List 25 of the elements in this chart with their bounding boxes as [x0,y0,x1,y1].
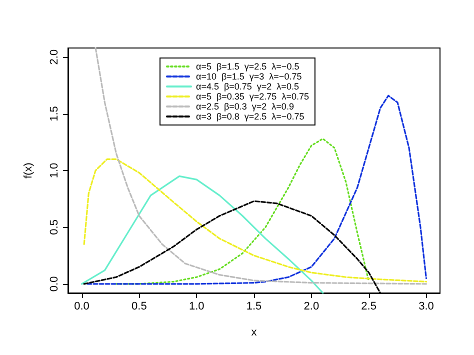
x-tick-label: 3.0 [418,300,434,312]
line-series [115,138,370,285]
x-tick-label: 1.0 [188,300,204,312]
legend-label: α=5 β=0.35 γ=2.75 λ=0.75 [196,92,309,102]
y-tick-label: 0.0 [48,276,60,292]
y-tick-label: 0.5 [48,220,60,235]
line-series [83,158,428,282]
y-axis-title: f(x) [22,162,34,178]
line-series [86,94,428,285]
legend-label: α=4.5 β=0.75 γ=2 λ=0.5 [196,82,299,92]
y-tick-label: 1.5 [48,106,60,122]
y-tick-label: 2.0 [48,49,60,65]
line-series [80,175,324,294]
x-tick-label: 2.5 [361,300,376,312]
legend-label: α=3 β=0.8 γ=2.5 λ=−0.75 [196,112,304,122]
x-tick-label: 0.5 [132,300,147,312]
legend-label: α=10 β=1.5 γ=3 λ=−0.75 [196,72,302,82]
x-tick-label: 1.5 [246,300,262,312]
x-tick-label: 0.0 [74,300,90,312]
line-series [94,47,428,285]
legend-label: α=5 β=1.5 γ=2.5 λ=−0.5 [196,62,300,72]
x-tick-label: 2.0 [304,300,320,312]
y-tick-label: 1.0 [48,162,60,178]
x-axis-title: x [251,326,258,338]
legend-label: α=2.5 β=0.3 γ=2 λ=0.9 [196,102,294,112]
